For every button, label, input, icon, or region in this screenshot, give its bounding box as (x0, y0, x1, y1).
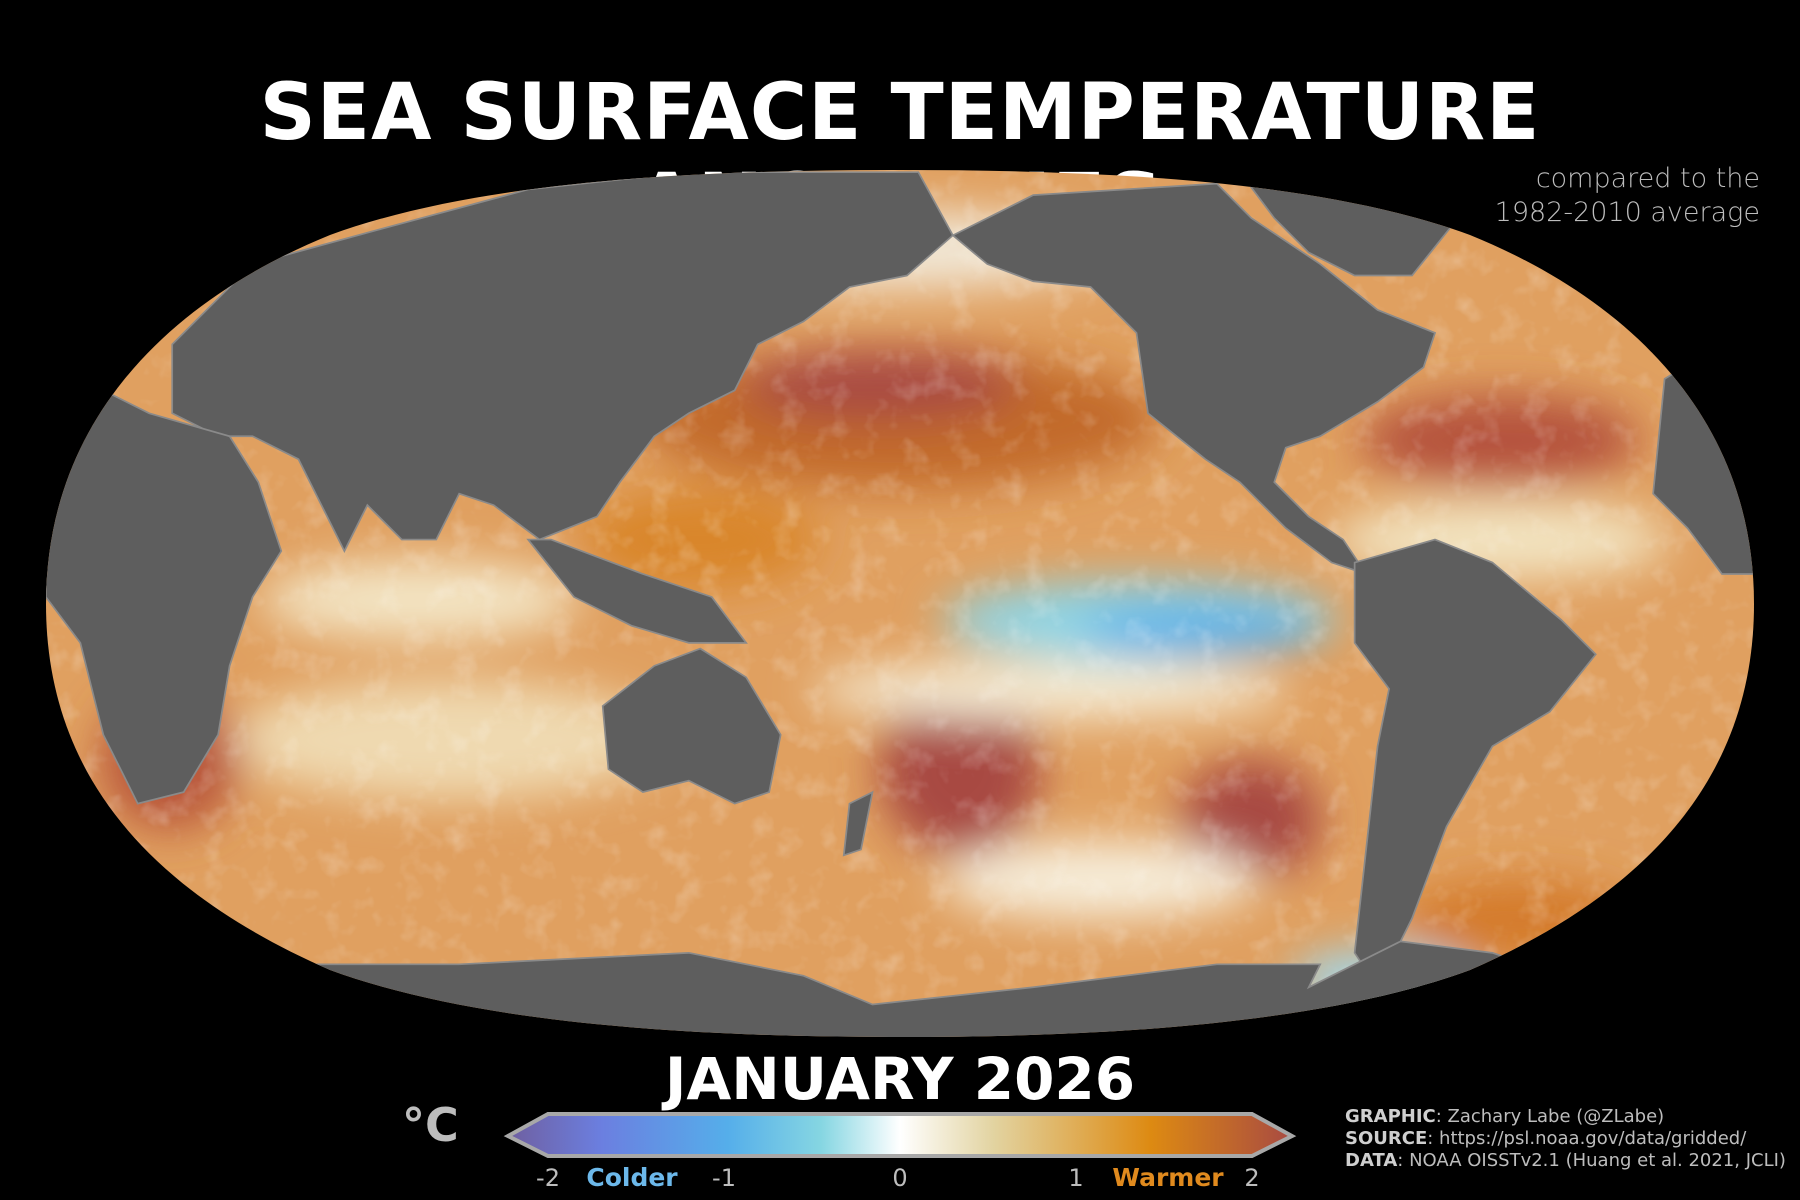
subtitle-line: 1982-2010 average (1494, 197, 1760, 228)
unit-label: °C (402, 1098, 459, 1152)
credit-source: SOURCE: https://psl.noaa.gov/data/gridde… (1345, 1128, 1747, 1149)
subtitle-line: compared to the (1535, 163, 1760, 194)
ocean-anomaly-field (46, 170, 1754, 1037)
colorbar-gradient (503, 1112, 1297, 1158)
colder-label: Colder (586, 1163, 678, 1192)
colorbar-tick: -1 (712, 1164, 736, 1192)
credits: GRAPHIC: Zachary Labe (@ZLabe) SOURCE: h… (1345, 1106, 1786, 1172)
baseline-subtitle: compared to the 1982-2010 average (1495, 162, 1760, 230)
colorbar (503, 1112, 1297, 1158)
credit-graphic: GRAPHIC: Zachary Labe (@ZLabe) (1345, 1106, 1665, 1127)
colorbar-tick: 1 (1068, 1164, 1084, 1192)
warmer-label: Warmer (1112, 1163, 1224, 1192)
credit-data: DATA: NOAA OISSTv2.1 (Huang et al. 2021,… (1345, 1150, 1786, 1171)
date-label: JANUARY 2026 (664, 1045, 1136, 1113)
colorbar-tick: 2 (1244, 1164, 1260, 1192)
colorbar-tick: 0 (892, 1164, 908, 1192)
colorbar-tick: -2 (536, 1164, 560, 1192)
